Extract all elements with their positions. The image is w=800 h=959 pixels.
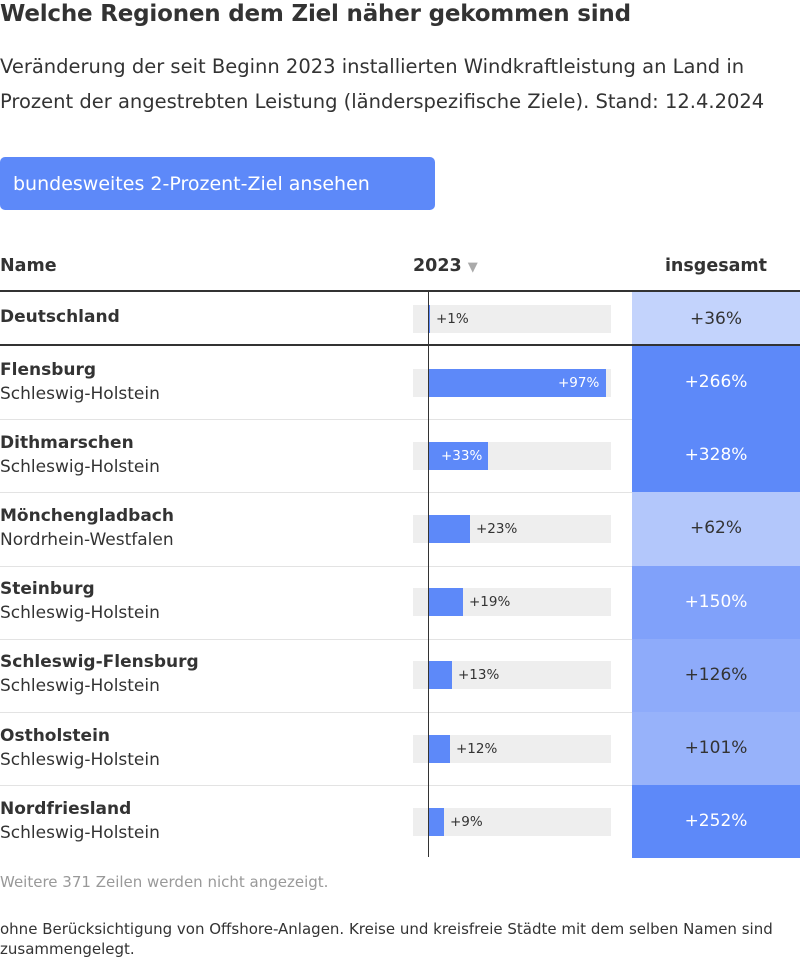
row-divider (0, 419, 632, 421)
footnote: ohne Berücksichtigung von Offshore-Anlag… (0, 920, 773, 958)
table-row: Deutschland +1% +36% (0, 292, 800, 346)
total-cell: +252% (632, 785, 800, 859)
sort-down-icon: ▼ (467, 260, 478, 275)
bar-value-label: +33% (441, 447, 483, 464)
total-cell: +328% (632, 419, 800, 493)
bar-value-label: +19% (469, 594, 511, 611)
bar-value-label: +97% (558, 374, 600, 391)
table-row: Ostholstein Schleswig-Holstein +12% +101% (0, 712, 800, 786)
region-name: Flensburg (0, 359, 97, 380)
row-divider (0, 565, 632, 567)
column-header-total[interactable]: insgesamt (632, 256, 800, 276)
bar-2023 (428, 734, 450, 763)
bar-value-label: +23% (476, 520, 518, 537)
more-rows-note: Weitere 371 Zeilen werden nicht angezeig… (0, 873, 329, 891)
row-divider (0, 492, 632, 494)
bar-track (413, 807, 611, 836)
row-divider (0, 712, 632, 713)
total-cell: +126% (632, 638, 800, 712)
table-row: Dithmarschen Schleswig-Holstein +33% +328% (0, 419, 800, 493)
pinned-row-rule (0, 344, 800, 346)
bar-2023 (428, 305, 430, 333)
bar-value-label: +1% (436, 311, 469, 327)
header-rule (0, 290, 800, 292)
state-name: Schleswig-Holstein (0, 383, 160, 404)
state-name: Schleswig-Holstein (0, 822, 160, 843)
bar-value-label: +9% (450, 813, 483, 830)
column-header-name[interactable]: Name (0, 256, 57, 276)
total-cell: +266% (632, 346, 800, 420)
table-row: Schleswig-Flensburg Schleswig-Holstein +13… (0, 638, 800, 712)
region-name: Deutschland (0, 307, 120, 327)
bar-2023 (428, 514, 470, 543)
bar-2023 (428, 368, 606, 397)
state-name: Schleswig-Holstein (0, 676, 160, 697)
state-name: Nordrhein-Westfalen (0, 529, 174, 550)
total-cell: +62% (632, 492, 800, 566)
state-name: Schleswig-Holstein (0, 603, 160, 624)
column-header-2023-label: 2023 (413, 256, 462, 276)
state-name: Schleswig-Holstein (0, 456, 160, 477)
national-target-button[interactable]: bundesweites 2-Prozent-Ziel ansehen (0, 157, 435, 210)
region-name: Mönchengladbach (0, 505, 174, 526)
region-name: Nordfriesland (0, 798, 132, 819)
state-name: Schleswig-Holstein (0, 749, 160, 770)
total-cell: +36% (632, 292, 800, 346)
table-row: Steinburg Schleswig-Holstein +19% +150% (0, 565, 800, 639)
region-name: Steinburg (0, 579, 95, 600)
bar-2023 (428, 661, 452, 690)
region-name: Schleswig-Flensburg (0, 652, 199, 673)
row-divider (0, 785, 632, 787)
zero-axis-line (428, 292, 429, 857)
row-divider (0, 638, 632, 640)
bar-track (413, 305, 611, 333)
bar-2023 (428, 441, 488, 470)
chart-title: Welche Regionen dem Ziel näher gekommen … (0, 1, 631, 27)
bar-value-label: +12% (456, 740, 498, 757)
total-cell: +150% (632, 565, 800, 639)
column-header-name-label: Name (0, 256, 57, 276)
region-name: Dithmarschen (0, 432, 134, 453)
chart-subtitle: Veränderung der seit Beginn 2023 install… (0, 55, 765, 113)
table-row: Mönchengladbach Nordrhein-Westfalen +23% +6… (0, 492, 800, 566)
table-row: Nordfriesland Schleswig-Holstein +9% +252% (0, 785, 800, 859)
bar-2023 (428, 588, 463, 617)
column-header-2023[interactable]: 2023 ▼ (413, 256, 478, 276)
region-name: Ostholstein (0, 725, 111, 746)
bar-value-label: +13% (458, 667, 500, 684)
column-header-total-label: insgesamt (664, 256, 768, 276)
total-cell: +101% (632, 712, 800, 786)
table-row: Flensburg Schleswig-Holstein +97% +266% (0, 346, 800, 420)
bar-2023 (428, 807, 444, 836)
